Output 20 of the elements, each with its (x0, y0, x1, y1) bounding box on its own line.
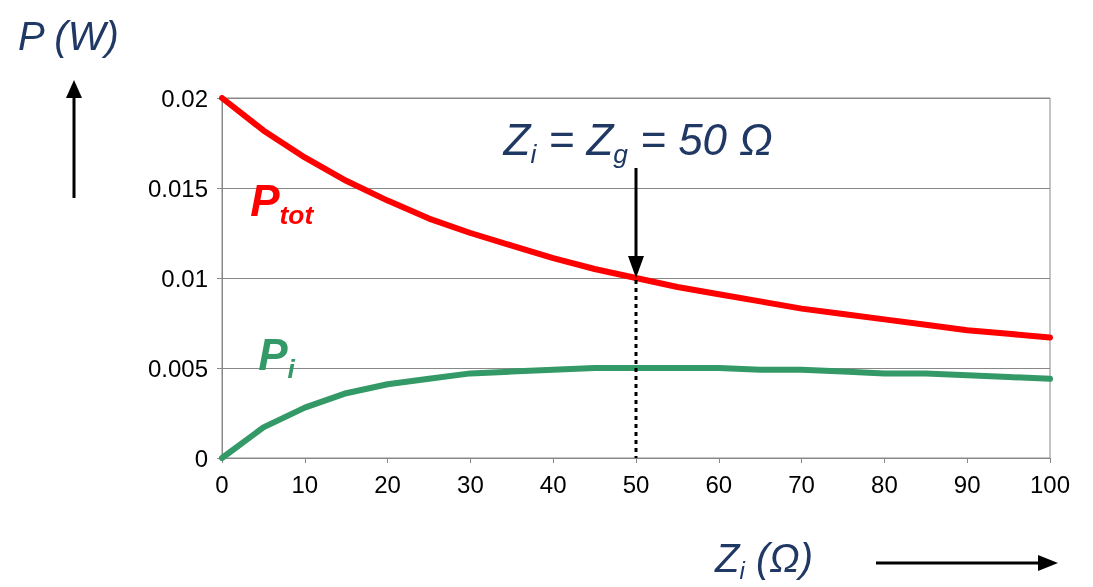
x-tick-label: 60 (705, 470, 733, 498)
x-axis-title: Z$_{i}$ (Ω) (715, 536, 813, 585)
annotation: Z$_{i}$ = Z$_{g}$ = 50 Ω (503, 115, 773, 169)
series-label: P$_{tot}$ (250, 175, 314, 230)
x-tick-label: 40 (539, 470, 567, 498)
y-tick-label: 0.02 (161, 84, 208, 112)
x-tick-label: 10 (291, 470, 319, 498)
x-tick-label: 20 (374, 470, 401, 498)
x-tick-label: 90 (953, 470, 981, 498)
y-tick-label: 0.01 (161, 264, 208, 292)
x-tick-label: 80 (871, 470, 898, 498)
y-tick-label: 0.005 (147, 354, 208, 382)
x-tick-label: 50 (622, 470, 650, 498)
y-tick-label: 0 (194, 444, 208, 472)
x-tick-label: 70 (788, 470, 815, 498)
x-tick-label: 0 (215, 470, 229, 498)
x-tick-label: 30 (457, 470, 484, 498)
x-tick-label: 100 (1029, 470, 1071, 498)
y-axis-title: P (W) (18, 14, 119, 58)
y-tick-label: 0.015 (147, 174, 208, 202)
